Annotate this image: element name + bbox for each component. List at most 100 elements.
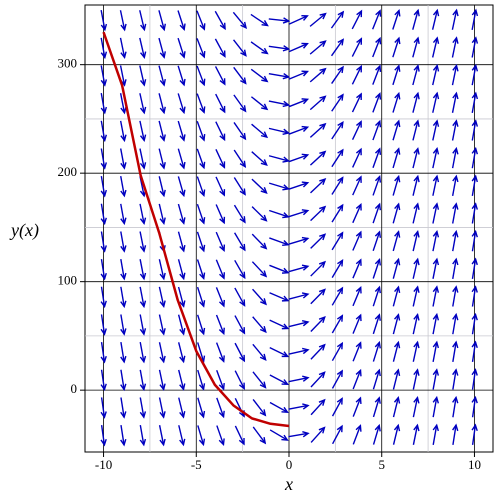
field-arrow (252, 288, 267, 305)
field-arrow (432, 65, 438, 86)
field-arrow (215, 148, 226, 168)
field-arrow (352, 314, 362, 334)
field-arrow (330, 11, 344, 29)
field-arrow (177, 259, 185, 279)
field-arrow-head (337, 120, 344, 129)
field-arrow (158, 93, 165, 113)
field-arrow-head (452, 91, 459, 100)
field-arrow (412, 176, 419, 196)
field-arrow-head (219, 161, 226, 169)
field-arrow (232, 39, 247, 56)
field-arrow (471, 176, 477, 196)
field-arrow (177, 342, 185, 362)
field-arrow-head (260, 298, 267, 306)
field-arrow (177, 37, 185, 58)
field-arrow (158, 37, 165, 58)
field-arrow (372, 203, 381, 224)
field-arrow (269, 346, 289, 358)
field-arrow-head (394, 64, 401, 72)
field-arrow-head (139, 162, 147, 170)
field-arrow-head (159, 106, 166, 115)
field-arrow (214, 10, 226, 30)
y-axis-label: y(x) (9, 220, 39, 241)
field-arrow-head (471, 174, 478, 183)
field-arrow-head (452, 63, 459, 72)
field-arrow-head (239, 299, 246, 307)
field-arrow-head (282, 239, 290, 247)
field-arrow-head (432, 368, 440, 376)
field-arrow-head (240, 77, 247, 85)
field-arrow-head (394, 119, 401, 128)
field-arrow (177, 120, 185, 141)
field-arrow (268, 127, 289, 134)
field-arrow (432, 231, 438, 252)
field-arrow (177, 176, 185, 196)
field-arrow (252, 371, 266, 388)
field-arrow (139, 369, 145, 390)
field-arrow (471, 65, 477, 86)
field-arrow (432, 342, 438, 362)
field-arrow (120, 176, 126, 196)
field-arrow (309, 13, 326, 27)
field-arrow (372, 148, 381, 168)
field-arrow-head (239, 243, 246, 252)
field-arrow-head (432, 8, 440, 17)
field-arrow-head (301, 209, 310, 216)
field-arrow (100, 93, 106, 113)
field-arrow-head (100, 79, 108, 87)
field-arrow (352, 425, 362, 445)
field-arrow-head (413, 340, 420, 349)
field-arrow (178, 397, 185, 418)
field-arrow (309, 68, 326, 83)
field-arrow (432, 425, 438, 445)
field-arrow (288, 321, 309, 328)
field-arrow-head (393, 423, 401, 432)
field-arrow-head (319, 233, 327, 241)
field-arrow (251, 233, 267, 249)
y-tick-label: 300 (58, 56, 78, 71)
field-arrow-head (301, 98, 310, 105)
field-arrow-head (432, 312, 440, 321)
field-arrow (310, 399, 326, 416)
field-arrow-head (432, 119, 440, 127)
field-arrow (432, 176, 438, 196)
field-arrow-head (374, 285, 381, 294)
field-arrow (372, 286, 381, 307)
field-arrow (177, 10, 185, 30)
field-arrow (139, 10, 146, 30)
field-arrow-head (355, 341, 362, 349)
field-arrow (372, 425, 380, 445)
field-arrow (471, 259, 477, 279)
field-arrow-head (393, 396, 401, 404)
field-arrow (372, 38, 381, 58)
field-arrow-head (179, 51, 186, 59)
field-arrow (197, 397, 205, 418)
field-arrow-head (198, 438, 206, 447)
field-arrow (252, 426, 266, 444)
field-arrow (331, 94, 344, 112)
field-arrow (451, 148, 458, 169)
field-arrow-head (259, 381, 267, 389)
field-arrow (100, 231, 106, 252)
field-arrow-head (336, 314, 344, 322)
solution-curve (102, 31, 290, 428)
field-arrow (451, 176, 457, 196)
field-arrow (196, 314, 205, 335)
field-arrow-head (100, 300, 107, 309)
field-arrow-head (139, 134, 147, 143)
field-arrow-head (139, 411, 147, 419)
field-arrow (251, 123, 268, 138)
field-arrow (196, 286, 205, 307)
field-arrow (214, 38, 226, 57)
field-arrow (372, 93, 381, 113)
field-arrow (215, 93, 226, 113)
field-arrow-head (301, 15, 309, 21)
field-arrow-head (393, 340, 401, 349)
field-arrow (412, 120, 419, 141)
field-arrow-head (260, 270, 268, 278)
field-arrow (432, 148, 438, 169)
field-arrow (139, 203, 145, 224)
field-arrow-head (337, 65, 344, 74)
field-arrow-head (452, 368, 459, 376)
field-arrow (197, 425, 205, 445)
